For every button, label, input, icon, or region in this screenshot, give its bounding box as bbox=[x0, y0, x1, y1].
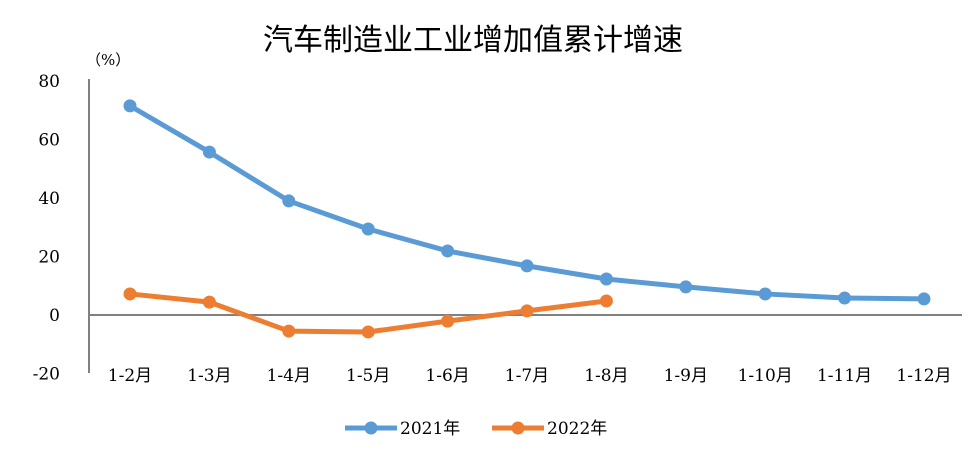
legend-marker bbox=[511, 421, 525, 435]
x-tick-label: 1-5月 bbox=[346, 366, 390, 386]
x-tick-label: 1-8月 bbox=[584, 366, 628, 386]
data-point bbox=[441, 244, 455, 258]
data-point bbox=[520, 259, 534, 273]
data-point bbox=[202, 295, 216, 309]
data-point bbox=[202, 145, 216, 159]
legend-label: 2021年 bbox=[400, 419, 460, 439]
y-tick-label: 80 bbox=[38, 72, 60, 92]
legend-item: 2022年 bbox=[492, 419, 607, 439]
data-point bbox=[917, 292, 931, 306]
legend-item: 2021年 bbox=[345, 419, 460, 439]
x-tick-label: 1-12月 bbox=[896, 366, 951, 386]
data-point bbox=[123, 99, 137, 113]
data-point bbox=[758, 287, 772, 301]
y-tick-label: 60 bbox=[38, 131, 60, 151]
data-point bbox=[123, 287, 137, 301]
chart-title: 汽车制造业工业增加值累计增速 bbox=[263, 23, 683, 58]
y-axis-unit: （%） bbox=[86, 51, 130, 69]
x-tick-label: 1-7月 bbox=[505, 366, 549, 386]
series-2022年 bbox=[123, 287, 613, 339]
data-point bbox=[838, 291, 852, 305]
y-tick-label: -20 bbox=[33, 365, 60, 385]
y-tick-label: 40 bbox=[38, 189, 60, 209]
data-point bbox=[282, 194, 296, 208]
data-point bbox=[441, 314, 455, 328]
x-tick-label: 1-2月 bbox=[108, 366, 152, 386]
data-point bbox=[599, 294, 613, 308]
data-point bbox=[361, 325, 375, 339]
x-tick-label: 1-11月 bbox=[817, 366, 872, 386]
data-point bbox=[599, 272, 613, 286]
x-tick-label: 1-10月 bbox=[738, 366, 793, 386]
data-point bbox=[282, 324, 296, 338]
legend-marker bbox=[364, 421, 378, 435]
x-tick-label: 1-3月 bbox=[187, 366, 231, 386]
x-tick-label: 1-4月 bbox=[267, 366, 311, 386]
y-tick-label: 0 bbox=[49, 306, 60, 326]
data-point bbox=[520, 304, 534, 318]
series-2021年 bbox=[123, 99, 931, 306]
x-tick-label: 1-6月 bbox=[425, 366, 469, 386]
legend-label: 2022年 bbox=[547, 419, 607, 439]
data-point bbox=[679, 280, 693, 294]
x-tick-label: 1-9月 bbox=[664, 366, 708, 386]
y-tick-label: 20 bbox=[38, 248, 60, 268]
data-point bbox=[361, 222, 375, 236]
